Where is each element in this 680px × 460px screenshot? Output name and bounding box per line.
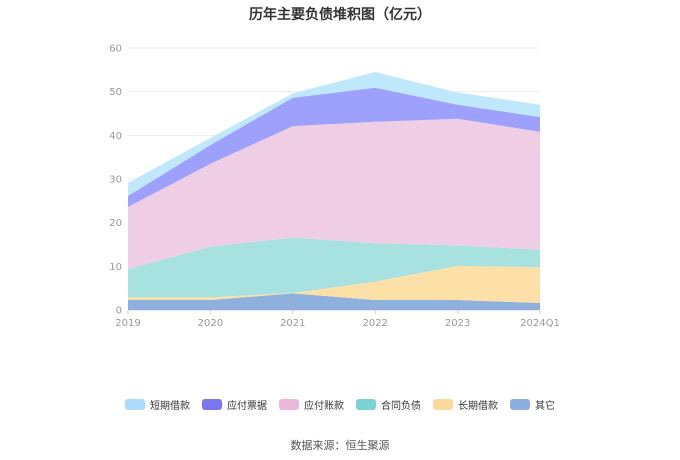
series-area-长期借款 [128,265,540,304]
y-tick-label: 50 [109,87,122,98]
y-tick-label: 20 [109,218,122,229]
legend-swatch [279,399,299,410]
legend-item[interactable]: 短期借款 [125,397,190,412]
x-tick-label: 2022 [362,318,387,329]
y-tick-label: 10 [109,262,122,273]
x-tick-label: 2019 [115,318,140,329]
y-tick-label: 0 [116,306,122,317]
y-tick-label: 40 [109,131,122,142]
legend-item[interactable]: 其它 [510,397,555,412]
x-tick-label: 2024Q1 [520,318,560,329]
legend-label: 短期借款 [150,401,190,412]
x-tick-label: 2021 [280,318,305,329]
chart-title: 历年主要负债堆积图（亿元） [249,7,431,23]
legend-swatch [356,399,376,410]
x-tick-label: 2020 [198,318,223,329]
legend-swatch [125,399,145,410]
legend-label: 应付票据 [227,401,267,412]
chart-legend: 短期借款 应付票据 应付账款 合同负债 长期借款 其它 [0,397,680,412]
legend-label: 合同负债 [381,401,421,412]
series-area-合同负债 [128,237,540,298]
legend-swatch [433,399,453,410]
y-tick-label: 60 [109,44,122,55]
series-area-应付账款 [128,118,540,269]
legend-item[interactable]: 应付票据 [202,397,267,412]
legend-label: 应付账款 [304,401,344,412]
legend-swatch [510,399,530,410]
legend-label: 其它 [535,401,555,412]
legend-item[interactable]: 合同负债 [356,397,421,412]
series-area-其它 [128,293,540,310]
y-tick-label: 30 [109,175,122,186]
legend-item[interactable]: 长期借款 [433,397,498,412]
data-source-note: 数据来源：恒生聚源 [290,439,390,452]
x-tick-label: 2023 [445,318,470,329]
legend-label: 长期借款 [458,401,498,412]
series-area-应付票据 [128,87,540,207]
legend-swatch [202,399,222,410]
legend-item[interactable]: 应付账款 [279,397,344,412]
